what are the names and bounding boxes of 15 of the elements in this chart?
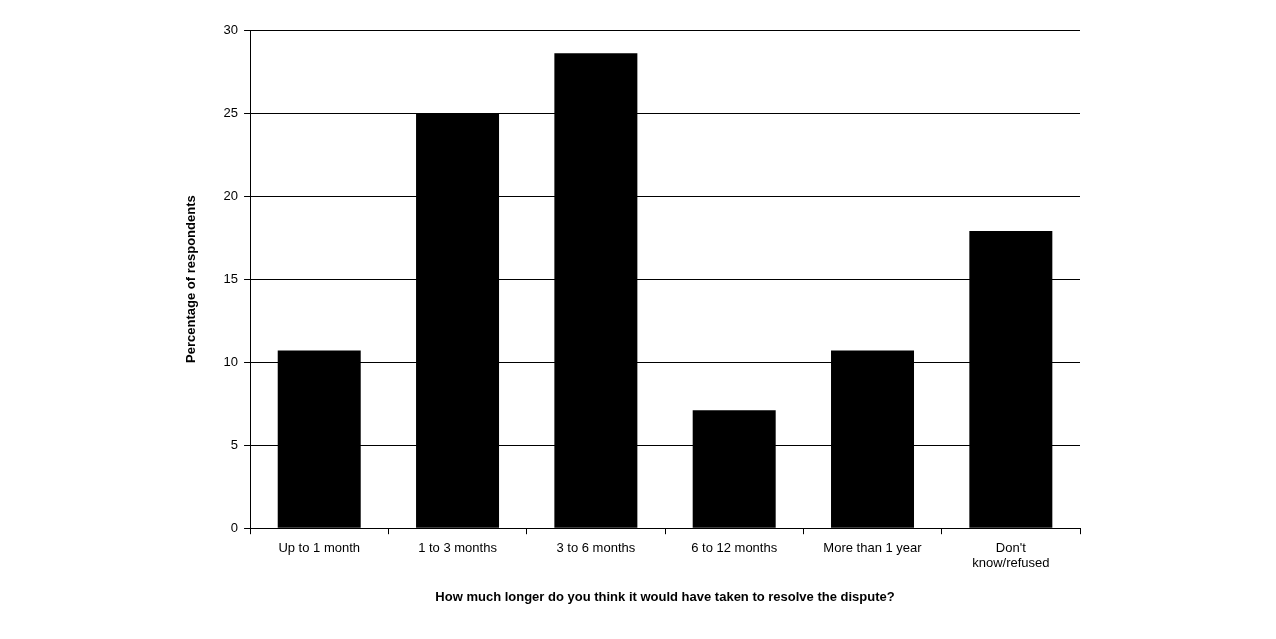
x-tick-label: 3 to 6 months bbox=[556, 539, 636, 555]
y-tick-label: 25 bbox=[223, 104, 239, 120]
x-tick-label: 6 to 12 months bbox=[691, 539, 778, 555]
x-tick-label: Don't know/refused bbox=[972, 539, 1050, 571]
y-tick-label: 0 bbox=[230, 519, 239, 535]
y-tick-label: 30 bbox=[223, 21, 239, 37]
y-axis-title: Percentage of respondents bbox=[183, 195, 199, 363]
x-tick-label: 1 to 3 months bbox=[418, 539, 498, 555]
y-tick-label: 15 bbox=[223, 270, 239, 286]
y-tick-label: 20 bbox=[223, 187, 239, 203]
y-tick-label: 5 bbox=[230, 436, 239, 452]
x-axis-title: How much longer do you think it would have taken to resolve the dispute? bbox=[435, 588, 895, 604]
y-tick-label: 10 bbox=[223, 353, 239, 369]
x-tick-label: More than 1 year bbox=[823, 539, 923, 555]
x-tick-label: Up to 1 month bbox=[278, 539, 361, 555]
